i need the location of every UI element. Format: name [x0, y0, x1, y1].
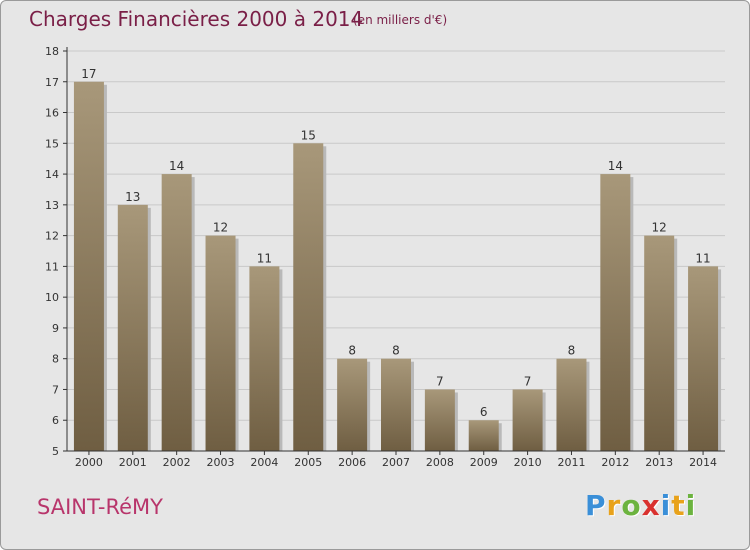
y-tick-label: 17: [45, 76, 59, 89]
bar: [468, 420, 499, 451]
bar-value-label: 8: [392, 344, 400, 358]
bar-value-label: 13: [125, 190, 140, 204]
x-tick-label: 2009: [470, 456, 498, 469]
x-tick-label: 2007: [382, 456, 410, 469]
x-tick-label: 2005: [294, 456, 322, 469]
x-tick-label: 2001: [119, 456, 147, 469]
brand-letter: t: [671, 489, 686, 522]
x-tick-label: 2014: [689, 456, 717, 469]
x-tick-label: 2011: [557, 456, 585, 469]
brand-logo: Proxiti: [585, 489, 696, 522]
y-tick-label: 15: [45, 137, 59, 150]
bar-value-label: 12: [652, 221, 667, 235]
brand-letter: i: [660, 489, 672, 522]
bar: [644, 235, 675, 451]
x-tick-label: 2008: [426, 456, 454, 469]
bar-value-label: 7: [524, 374, 532, 388]
chart-title: Charges Financières 2000 à 2014: [29, 7, 364, 31]
bar: [424, 389, 455, 451]
bar-value-label: 11: [257, 251, 272, 265]
y-tick-label: 13: [45, 199, 59, 212]
x-tick-label: 2002: [163, 456, 191, 469]
y-tick-label: 12: [45, 230, 59, 243]
y-tick-label: 7: [52, 383, 59, 396]
bar-value-label: 6: [480, 405, 488, 419]
x-tick-label: 2010: [514, 456, 542, 469]
bar: [512, 389, 543, 451]
brand-letter: r: [606, 489, 622, 522]
bar-value-label: 8: [348, 344, 356, 358]
y-tick-label: 14: [45, 168, 59, 181]
x-tick-label: 2006: [338, 456, 366, 469]
bar-value-label: 7: [436, 374, 444, 388]
bar-value-label: 17: [81, 67, 96, 81]
bar-value-label: 11: [695, 251, 710, 265]
x-tick-label: 2004: [250, 456, 278, 469]
y-tick-label: 18: [45, 45, 59, 58]
x-tick-label: 2003: [207, 456, 235, 469]
bar-value-label: 15: [301, 128, 316, 142]
x-tick-label: 2000: [75, 456, 103, 469]
y-tick-label: 5: [52, 445, 59, 458]
brand-letter: P: [585, 489, 607, 522]
brand-letter: i: [685, 489, 697, 522]
bar: [293, 143, 324, 452]
y-tick-label: 11: [45, 260, 59, 273]
chart-subtitle: (en milliers d'€): [353, 13, 448, 27]
bar: [161, 174, 192, 452]
x-tick-label: 2013: [645, 456, 673, 469]
bar: [556, 358, 587, 451]
bar-value-label: 14: [608, 159, 623, 173]
y-tick-label: 10: [45, 291, 59, 304]
bar-value-label: 14: [169, 159, 184, 173]
town-name: SAINT-RéMY: [37, 495, 163, 519]
bar: [337, 358, 368, 451]
bar: [381, 358, 411, 451]
y-tick-label: 16: [45, 107, 59, 120]
bar: [73, 81, 104, 452]
bar: [249, 266, 280, 451]
y-tick-label: 8: [52, 353, 59, 366]
bar-value-label: 12: [213, 221, 228, 235]
bar: [205, 235, 236, 451]
bar: [600, 174, 631, 452]
bar: [688, 266, 719, 451]
x-tick-label: 2012: [601, 456, 629, 469]
bar-value-label: 8: [568, 344, 576, 358]
y-tick-label: 6: [52, 414, 59, 427]
brand-letter: o: [621, 489, 642, 522]
brand-letter: x: [641, 489, 661, 522]
bar: [117, 204, 148, 451]
y-tick-label: 9: [52, 322, 59, 335]
